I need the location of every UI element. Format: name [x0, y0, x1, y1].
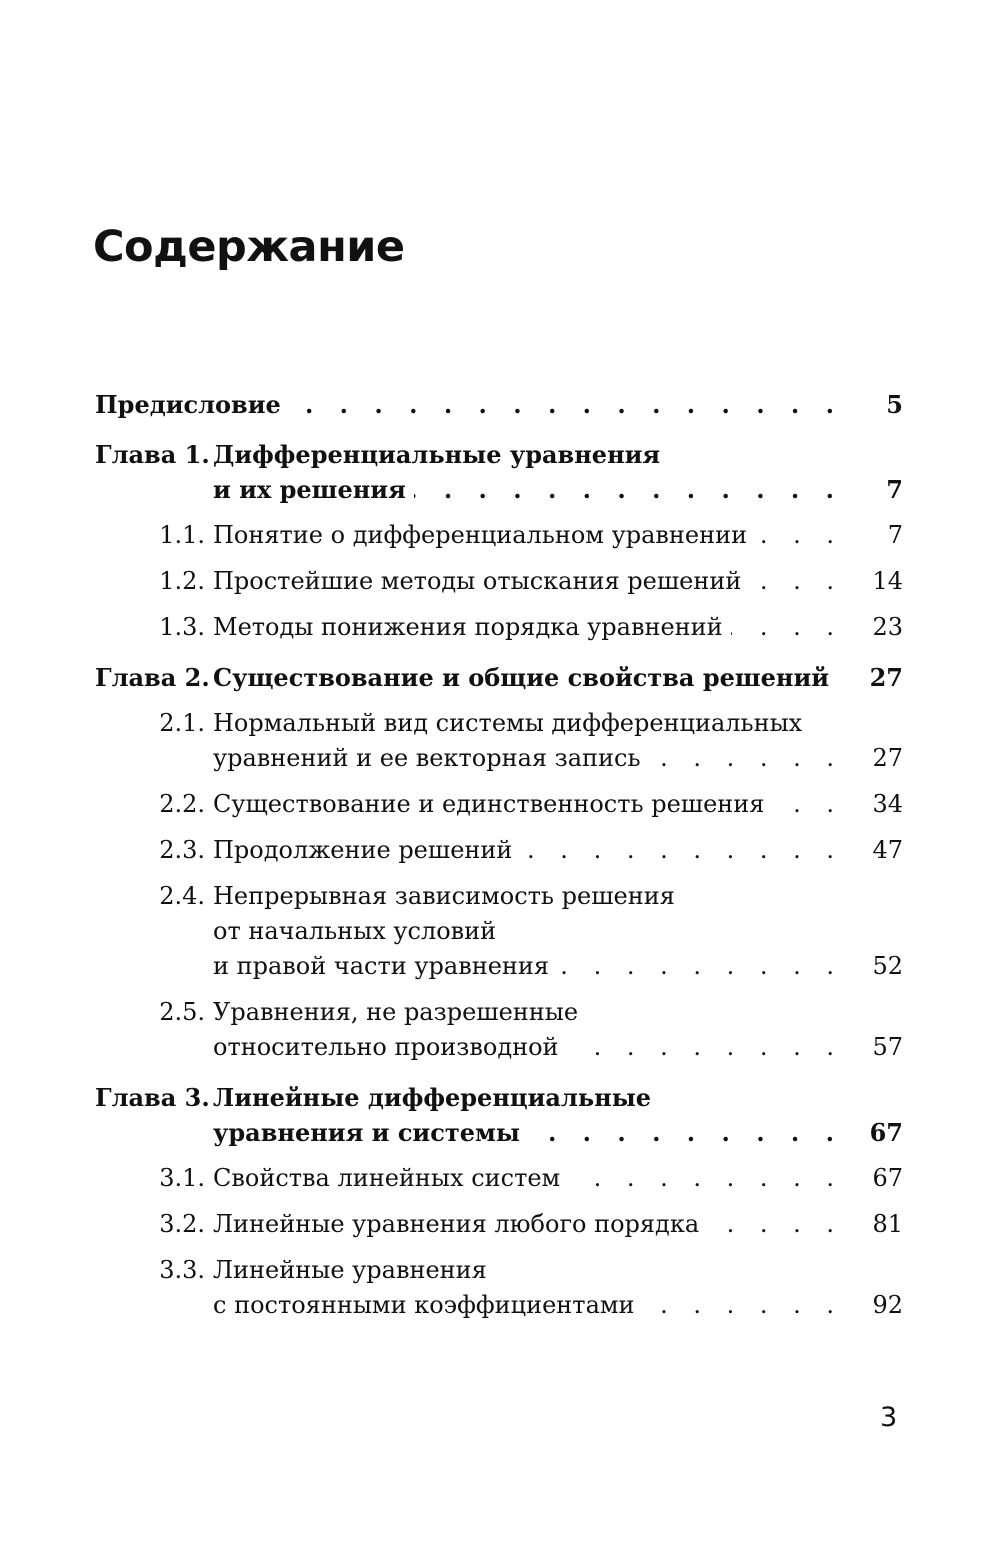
- entry-page-number: 5: [886, 390, 903, 419]
- entry-page-number: 7: [886, 475, 903, 504]
- entry-title: Дифференциальные уравнения: [213, 440, 661, 469]
- entry-title: и их решения: [213, 475, 406, 504]
- entry-title: Методы понижения порядка уравнений: [213, 613, 723, 641]
- entry-title: и правой части уравнения: [213, 952, 550, 980]
- entry-title: Линейные дифференциальные: [213, 1083, 652, 1112]
- dot-leader: . . . . . . . . . . . . . . . . . . . . …: [707, 1210, 843, 1238]
- dot-leader: . . . . . . . . . . . . . . . . . . . . …: [568, 1164, 843, 1192]
- dot-leader: . . . . . . . . . . . . . . . . . . . . …: [643, 1291, 843, 1319]
- entry-title: уравнения и системы: [213, 1118, 520, 1147]
- entry-page-number: 14: [872, 567, 903, 595]
- entry-number: 2.5.: [159, 998, 205, 1026]
- entry-number: 2.3.: [159, 836, 205, 864]
- entry-page-number: 52: [872, 952, 903, 980]
- entry-number: 2.1.: [159, 709, 205, 737]
- entry-number: Глава 2.: [95, 663, 210, 692]
- toc-section-entry[interactable]: 2.1. Нормальный вид системы дифференциаль…: [95, 706, 903, 776]
- entry-number: Глава 3.: [95, 1083, 210, 1112]
- entry-number: 2.4.: [159, 882, 205, 910]
- entry-number: 1.3.: [159, 613, 205, 641]
- entry-title: Предисловие: [95, 390, 281, 419]
- entry-number: 3.2.: [159, 1210, 205, 1238]
- page-title: Содержание: [93, 222, 405, 272]
- dot-leader: . . . . . . . . . . . . . . . . . . . . …: [567, 1033, 843, 1061]
- entry-number: 2.2.: [159, 790, 205, 818]
- toc-section-entry[interactable]: 1.3. Методы понижения порядка уравнений . …: [95, 610, 903, 645]
- dot-leader: . . . . . . . . . . . . . . . . . . . . …: [528, 1118, 843, 1147]
- entry-page-number: 47: [872, 836, 903, 864]
- entry-title: с постоянными коэффициентами: [213, 1291, 635, 1319]
- table-of-contents: Предисловие . . . . . . . . . . . . . . .…: [95, 387, 903, 1323]
- toc-section-entry[interactable]: 1.1. Понятие о дифференциальном уравнении…: [95, 518, 903, 553]
- dot-leader: . . . . . . . . . . . . . . . . . . . . …: [837, 660, 843, 695]
- entry-page-number: 57: [872, 1033, 903, 1061]
- dot-leader: . . . . . . . . . . . . . . . . . . . . …: [414, 475, 843, 504]
- dot-leader: . . . . . . . . . . . . . . . . . . . . …: [520, 836, 843, 864]
- entry-page-number: 67: [869, 1118, 903, 1147]
- toc-section-entry[interactable]: 2.5. Уравнения, не разрешенные относительн…: [95, 995, 903, 1065]
- entry-number: 3.1.: [159, 1164, 205, 1192]
- entry-page-number: 27: [872, 744, 903, 772]
- entry-page-number: 92: [872, 1291, 903, 1319]
- entry-title: Простейшие методы отыскания решений: [213, 567, 742, 595]
- entry-page-number: 34: [872, 790, 903, 818]
- entry-number: 1.2.: [159, 567, 205, 595]
- entry-title: Продолжение решений: [213, 836, 513, 864]
- entry-page-number: 67: [872, 1164, 903, 1192]
- page-number: 3: [880, 1402, 898, 1433]
- dot-leader: . . . . . . . . . . . . . . . . . . . . …: [755, 521, 843, 549]
- entry-title: Нормальный вид системы дифференциальных: [213, 709, 803, 737]
- dot-leader: . . . . . . . . . . . . . . . . . . . . …: [731, 613, 843, 641]
- entry-title: от начальных условий: [213, 917, 497, 945]
- entry-title: Линейные уравнения любого порядка: [213, 1210, 700, 1238]
- toc-section-entry[interactable]: 3.2. Линейные уравнения любого порядка. .…: [95, 1207, 903, 1242]
- entry-page-number: 7: [887, 521, 903, 549]
- entry-page-number: 81: [872, 1210, 903, 1238]
- dot-leader: . . . . . . . . . . . . . . . . . . . . …: [772, 790, 843, 818]
- dot-leader: . . . . . . . . . . . . . . . . . . . . …: [649, 744, 843, 772]
- toc-section-entry[interactable]: 2.3. Продолжение решений. . . . . . . . .…: [95, 833, 903, 868]
- entry-title: Существование и общие свойства решений: [213, 663, 830, 692]
- entry-title: Линейные уравнения: [213, 1256, 487, 1284]
- entry-page-number: 27: [869, 663, 903, 692]
- toc-chapter-entry[interactable]: Предисловие . . . . . . . . . . . . . . .…: [95, 387, 903, 422]
- entry-title: Непрерывная зависимость решения: [213, 882, 675, 910]
- entry-title: Уравнения, не разрешенные: [213, 998, 579, 1026]
- toc-chapter-entry[interactable]: Глава 2. Существование и общие свойства р…: [95, 660, 903, 695]
- entry-number: Глава 1.: [95, 440, 210, 469]
- toc-chapter-entry[interactable]: Глава 3. Линейные дифференциальные уравнен…: [95, 1080, 903, 1150]
- toc-section-entry[interactable]: 3.3. Линейные уравнения с постоянными коэф…: [95, 1253, 903, 1323]
- dot-leader: . . . . . . . . . . . . . . . . . . . . …: [289, 390, 843, 419]
- entry-number: 1.1.: [159, 521, 205, 549]
- toc-chapter-entry[interactable]: Глава 1. Дифференциальные уравнения и их р…: [95, 437, 903, 507]
- entry-title: Свойства линейных систем: [213, 1164, 561, 1192]
- toc-section-entry[interactable]: 3.1. Свойства линейных систем. . . . . . …: [95, 1161, 903, 1196]
- entry-title: уравнений и ее векторная запись: [213, 744, 641, 772]
- toc-section-entry[interactable]: 1.2. Простейшие методы отыскания решений.…: [95, 564, 903, 599]
- entry-title: относительно производной: [213, 1033, 559, 1061]
- entry-page-number: 23: [872, 613, 903, 641]
- toc-section-entry[interactable]: 2.4. Непрерывная зависимость решения от на…: [95, 879, 903, 984]
- entry-title: Существование и единственность решения: [213, 790, 765, 818]
- dot-leader: . . . . . . . . . . . . . . . . . . . . …: [749, 567, 843, 595]
- toc-section-entry[interactable]: 2.2. Существование и единственность решен…: [95, 787, 903, 822]
- entry-title: Понятие о дифференциальном уравнении: [213, 521, 748, 549]
- entry-number: 3.3.: [159, 1256, 205, 1284]
- dot-leader: . . . . . . . . . . . . . . . . . . . . …: [557, 952, 843, 980]
